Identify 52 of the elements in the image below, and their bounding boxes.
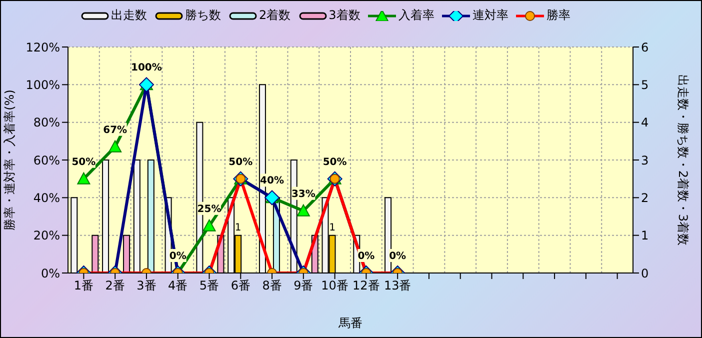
- data-label: 0%: [389, 251, 406, 262]
- x-tick-label: 10番: [321, 278, 348, 293]
- y-tick-label: 100%: [26, 78, 60, 92]
- x-tick-label: 3番: [136, 278, 156, 293]
- x-tick-label: 4番: [168, 278, 188, 293]
- x-tick-label: 12番: [352, 278, 380, 293]
- data-label: 1: [329, 222, 336, 234]
- data-label: 25%: [197, 204, 222, 215]
- y2-tick-label: 5: [641, 78, 649, 92]
- data-label: 0%: [169, 251, 186, 262]
- data-label: 40%: [260, 176, 284, 187]
- y-axis-title: 勝率・連対率・入着率(%): [2, 90, 16, 230]
- y-tick-label: 40%: [33, 190, 60, 205]
- y2-tick-label: 3: [641, 153, 649, 168]
- x-tick-label: 5番: [199, 278, 220, 293]
- y2-tick-label: 4: [641, 116, 649, 130]
- data-label: 67%: [103, 124, 128, 136]
- y2-tick-label: 2: [641, 190, 649, 205]
- legend-label: 出走数: [111, 7, 147, 24]
- x-tick-label: 1番: [74, 278, 94, 293]
- point: [202, 219, 216, 232]
- y2-axis-title: 出走数・勝ち数・2着数・3着数: [676, 74, 690, 246]
- legend-label: 3着数: [328, 7, 360, 24]
- x-tick-label: 6番: [230, 278, 250, 293]
- y-tick-label: 20%: [33, 228, 60, 243]
- legend-label: 連対率: [472, 7, 508, 24]
- x-tick-label: 9番: [294, 278, 314, 293]
- legend-label: 勝ち数: [185, 7, 221, 24]
- legend-label: 勝率: [546, 7, 570, 24]
- y2-tick-label: 6: [641, 40, 649, 54]
- y-tick-label: 120%: [26, 40, 60, 54]
- data-label: 100%: [131, 62, 162, 74]
- y2-tick-label: 0: [641, 266, 649, 280]
- point: [296, 204, 310, 216]
- y2-tick-label: 1: [641, 228, 649, 243]
- y-tick-label: 60%: [33, 153, 60, 168]
- x-axis-title: 馬番: [338, 316, 362, 330]
- y-tick-label: 0%: [40, 266, 60, 280]
- x-tick-label: 2番: [105, 278, 125, 293]
- y-tick-label: 80%: [33, 116, 60, 130]
- legend-label: 2着数: [259, 7, 291, 24]
- data-label: 0%: [358, 251, 375, 262]
- x-tick-label: 13番: [384, 278, 412, 293]
- data-label: 50%: [72, 156, 96, 168]
- data-label: 50%: [228, 156, 253, 168]
- x-tick-label: 8番: [262, 278, 282, 293]
- point: [77, 172, 90, 184]
- point: [108, 140, 122, 152]
- data-label: 1: [234, 222, 242, 234]
- data-label: 33%: [291, 188, 316, 200]
- data-label: 50%: [322, 156, 347, 168]
- legend-label: 入着率: [398, 7, 434, 24]
